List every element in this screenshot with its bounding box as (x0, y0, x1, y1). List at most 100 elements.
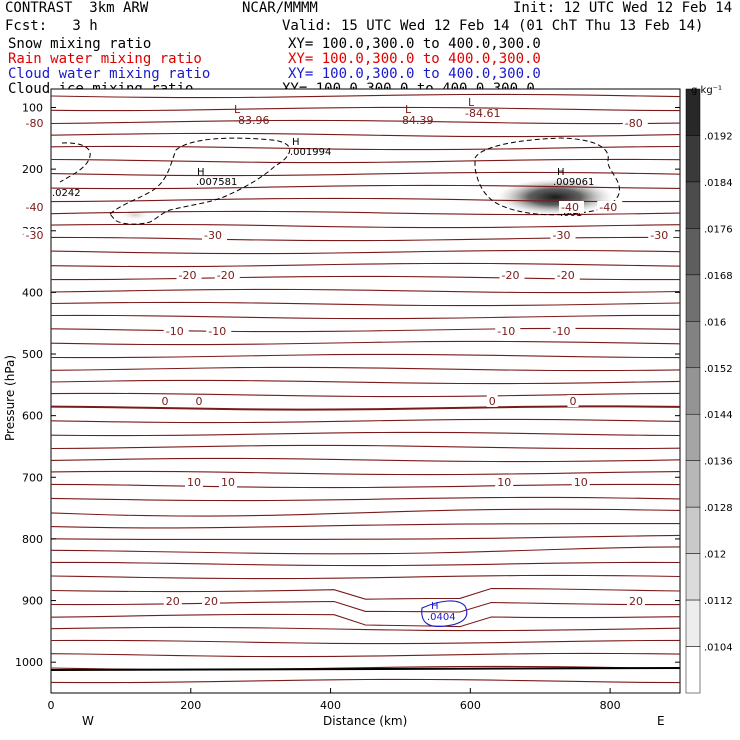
temperature-contour-line (50, 106, 681, 112)
contour-label: 10 (187, 476, 201, 489)
contour-label: -20 (502, 269, 520, 282)
contour-label: -40 (26, 201, 44, 214)
temperature-contour-line (50, 119, 681, 125)
plot-title: CONTRAST 3km ARW (5, 0, 149, 16)
temperature-contour-line (50, 626, 681, 632)
contour-label-bg (622, 117, 648, 129)
contour-label-bg (23, 229, 49, 241)
temperature-contour-line (50, 145, 681, 151)
colorbar-tick-label: .0136 (704, 457, 733, 468)
contour-label: -20 (557, 269, 575, 282)
temperature-contour-line (50, 223, 681, 229)
temperature-contour-line (50, 262, 681, 268)
low-marker: L (468, 96, 475, 109)
temperature-contour-line (50, 301, 681, 307)
contour-label: -40 (599, 201, 617, 214)
x-axis-title: Distance (km) (323, 714, 407, 728)
low-value: -84.39 (398, 114, 433, 127)
contour-label: -40 (561, 201, 579, 214)
colorbar-tick-label: .0104 (704, 643, 733, 654)
y-tick-label: 200 (22, 163, 43, 176)
y-tick-label: 700 (22, 471, 43, 484)
contour-label-bg (185, 476, 203, 488)
contour-labels: -80 -80 -40 -40 -40 -30 -30 -30 -30 -20 -20 -20 -20 -… (23, 117, 674, 608)
colorbar-swatch (685, 367, 701, 415)
contour-label: -80 (26, 117, 44, 130)
x-axis-east-label: E (657, 714, 665, 728)
temperature-contour-line (50, 639, 681, 645)
colorbar-tick-label: .0168 (704, 271, 733, 282)
contour-label: 10 (497, 476, 511, 489)
colorbar-tick-label: .012 (704, 550, 726, 561)
contour-label-bg (486, 395, 498, 407)
colorbar-swatch (685, 553, 701, 601)
contour-label-bg (571, 476, 590, 488)
contour-label: 0 (489, 395, 496, 408)
contour-label: -20 (179, 269, 197, 282)
edge-value: .0242 (52, 188, 81, 199)
y-tick-label: 100 (22, 101, 43, 114)
low-value: -83.96 (234, 114, 269, 127)
legend-rain-xy: XY= 100.0,300.0 to 400.0,300.0 (288, 51, 541, 67)
y-axis-ticks: 1002003004005006007008009001000 (15, 101, 680, 669)
contour-label-bg (23, 117, 49, 129)
contour-label-bg (193, 395, 205, 407)
y-axis-title: Pressure (hPa) (3, 355, 17, 441)
legend-rain-label: Rain water mixing ratio (8, 51, 202, 67)
contour-label-bg (23, 201, 49, 213)
colorbar-swatch (685, 413, 701, 461)
colorbar-swatch (685, 321, 701, 369)
temperature-contour-line (50, 523, 680, 529)
dashed-region-west-edge (59, 142, 91, 183)
contour-label: -10 (166, 325, 184, 338)
contour-label: 20 (204, 595, 218, 608)
contour-label-bg (163, 325, 189, 337)
temperature-contour-line (50, 249, 681, 255)
colorbar: .0192 .0184 .0176 .0168 .016 .0152 .0144 .0136.… (685, 88, 733, 694)
colorbar-units: g kg⁻¹ (691, 85, 722, 96)
contour-label-bg (554, 269, 580, 281)
temperature-contour-line (50, 652, 681, 658)
low-value: -84.61 (465, 107, 500, 120)
temperature-contour-line (50, 210, 681, 216)
cloud-water-contour (421, 600, 468, 628)
temperature-contour-line (50, 132, 681, 138)
contour-label: -30 (26, 229, 44, 242)
x-tick-label: 200 (180, 699, 201, 712)
temperature-contour-line (50, 508, 681, 517)
temperature-contour-line (50, 613, 681, 628)
x-tick-label: 0 (48, 699, 55, 712)
y-tick-label: 400 (22, 286, 43, 299)
colorbar-tick-label: .0128 (704, 503, 733, 514)
temperature-contour-line (50, 158, 681, 164)
temperature-contour-line (50, 574, 681, 580)
colorbar-tick-label: .0152 (704, 364, 733, 375)
high-value: .007581 (196, 177, 237, 188)
high-marker: H (557, 167, 565, 178)
temperature-contour-line (50, 600, 680, 613)
temperature-contour-line (50, 587, 681, 600)
temperature-contour-line (50, 457, 681, 463)
temperature-contour-line (50, 171, 681, 177)
legend-cloudwater-label: Cloud water mixing ratio (8, 66, 211, 82)
colorbar-swatch (685, 460, 701, 508)
y-tick-label: 500 (22, 348, 43, 361)
colorbar-tick-label: .0184 (704, 178, 733, 189)
contour-label: 10 (221, 476, 235, 489)
high-marker: H (197, 167, 205, 178)
dashed-region-west-cloud (109, 137, 291, 225)
colorbar-tick-label: .0192 (704, 131, 733, 142)
contour-label: 0 (196, 395, 203, 408)
contour-label-bg (214, 269, 240, 281)
temperature-contour-line (50, 379, 681, 385)
high-value: .009061 (553, 177, 594, 188)
contour-label-bg (202, 595, 220, 607)
plot-source: NCAR/MMMM (242, 0, 318, 16)
colorbar-swatch (685, 506, 701, 554)
surface-line (50, 667, 681, 671)
colorbar-swatch (685, 646, 701, 694)
colorbar-swatch (685, 274, 701, 322)
contour-label: 10 (574, 476, 588, 489)
temperature-contour-line (51, 561, 681, 567)
forecast-hour: Fcst: 3 h (5, 18, 98, 34)
